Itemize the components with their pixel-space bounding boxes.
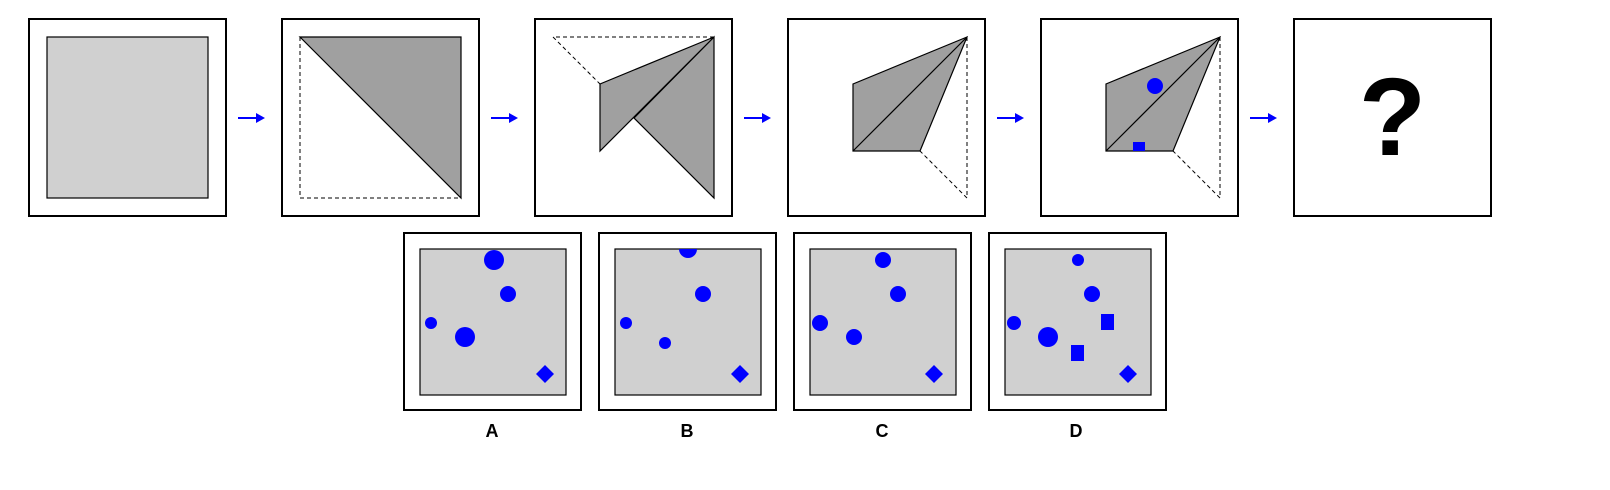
- unfolded-outline: [1172, 37, 1221, 200]
- circle-hole-icon: [890, 286, 906, 302]
- step-3-figure: [551, 35, 715, 200]
- square-hole-icon: [1133, 142, 1145, 151]
- right-arrow-icon: [238, 113, 265, 123]
- step-4-figure: [852, 35, 969, 200]
- unfolded-outline: [551, 36, 714, 85]
- circle-hole-icon: [500, 286, 516, 302]
- option-a-figure: [419, 248, 567, 396]
- unfolded-outline: [919, 37, 968, 200]
- right-arrow-icon: [744, 113, 771, 123]
- diamond-hole-icon: [1119, 365, 1137, 383]
- question-panel: ?: [1293, 18, 1492, 217]
- option-b-label[interactable]: B: [680, 421, 694, 441]
- fold-crease: [1105, 36, 1221, 152]
- square-hole-icon: [1071, 345, 1084, 361]
- folded-triangle: [298, 36, 462, 200]
- circle-hole-icon: [425, 317, 437, 329]
- circle-hole-icon: [875, 252, 891, 268]
- diamond-hole-icon: [536, 365, 554, 383]
- option-c-label[interactable]: C: [875, 421, 889, 441]
- circle-hole-icon: [695, 286, 711, 302]
- option-c-panel[interactable]: [793, 232, 972, 411]
- square-hole-icon: [1101, 314, 1114, 330]
- circle-hole-icon: [455, 327, 475, 347]
- circle-hole-icon: [1038, 327, 1058, 347]
- upper-flap: [599, 36, 715, 153]
- option-a-panel[interactable]: [403, 232, 582, 411]
- circle-hole-icon: [1072, 254, 1084, 266]
- option-c-figure: [809, 248, 957, 396]
- right-arrow-icon: [1250, 113, 1277, 123]
- option-a-label[interactable]: A: [485, 421, 499, 441]
- step-2-panel: [281, 18, 480, 217]
- question-mark: ?: [1358, 55, 1427, 179]
- circle-hole-icon: [1084, 286, 1100, 302]
- step-5-figure: [1105, 35, 1222, 200]
- fold-crease: [852, 36, 968, 152]
- right-arrow-icon: [491, 113, 518, 123]
- option-d-figure: [1004, 248, 1152, 396]
- circle-hole-icon: [659, 337, 671, 349]
- step-3-panel: [534, 18, 733, 217]
- step-4-panel: [787, 18, 986, 217]
- step-1-figure: [46, 36, 209, 199]
- option-b-figure: [614, 248, 762, 396]
- option-d-label[interactable]: D: [1069, 421, 1083, 441]
- paper-square: [46, 36, 209, 199]
- circle-hole-icon: [846, 329, 862, 345]
- step-2-figure: [298, 36, 462, 200]
- right-arrow-icon: [997, 113, 1024, 123]
- step-5-panel: [1040, 18, 1239, 217]
- half-circle-hole-icon: [679, 249, 697, 258]
- circle-hole-icon: [1007, 316, 1021, 330]
- circle-hole-icon: [1147, 78, 1163, 94]
- diamond-hole-icon: [731, 365, 749, 383]
- step-1-panel: [28, 18, 227, 217]
- unfolded-outline: [299, 37, 461, 199]
- circle-hole-icon: [812, 315, 828, 331]
- circle-hole-icon: [484, 250, 504, 270]
- option-b-panel[interactable]: [598, 232, 777, 411]
- diamond-hole-icon: [925, 365, 943, 383]
- option-d-panel[interactable]: [988, 232, 1167, 411]
- circle-hole-icon: [620, 317, 632, 329]
